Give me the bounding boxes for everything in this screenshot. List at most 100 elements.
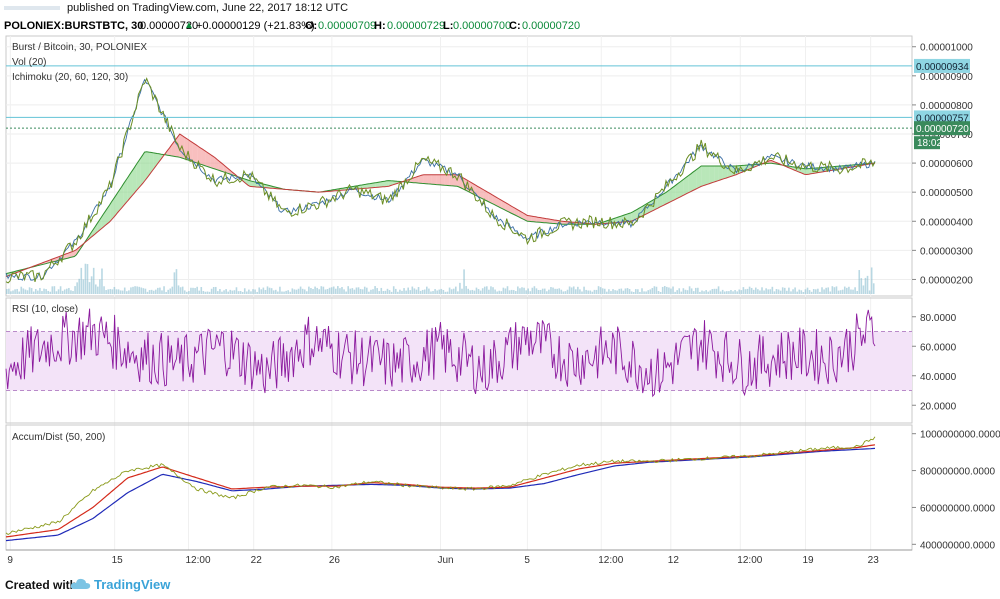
- ichimoku-cloud-segment: [375, 182, 380, 188]
- price-tick-label: 0.00001000: [920, 43, 973, 54]
- volume-bar: [777, 289, 780, 294]
- volume-bars: [6, 263, 875, 294]
- volume-bar: [18, 291, 21, 294]
- volume-bar: [866, 275, 869, 294]
- price-pane-border: [5, 35, 913, 297]
- volume-bar: [148, 290, 151, 294]
- volume-bar: [405, 290, 407, 294]
- volume-bar: [14, 289, 16, 294]
- volume-bar: [846, 287, 848, 294]
- price-level-lines: [6, 65, 912, 129]
- volume-bar: [293, 289, 296, 294]
- volume-bar: [115, 289, 118, 294]
- volume-bar: [531, 287, 534, 294]
- tradingview-brand[interactable]: TradingView: [94, 577, 171, 592]
- volume-bar: [320, 286, 323, 294]
- volume-bar: [119, 290, 122, 294]
- volume-bar: [562, 291, 565, 294]
- ichimoku-cloud-segment: [714, 166, 719, 182]
- countdown-text: 18:02: [917, 138, 942, 149]
- volume-bar: [248, 289, 250, 294]
- price-tag: [914, 110, 970, 125]
- volume-bar: [577, 286, 579, 294]
- rsi-line: [5, 308, 876, 398]
- volume-bar: [277, 291, 279, 294]
- volume-bar: [26, 290, 29, 294]
- volume-bar: [798, 289, 801, 294]
- rsi-tick-label: 60.0000: [920, 342, 957, 353]
- volume-bar: [186, 291, 188, 294]
- volume-bar: [831, 286, 834, 294]
- volume-bar: [370, 289, 372, 294]
- price-tick-label: 0.00000200: [920, 275, 973, 286]
- ichimoku-cloud-segment: [362, 184, 367, 189]
- volume-bar: [519, 288, 521, 294]
- volume-bar: [517, 286, 519, 294]
- ichimoku-cloud-segment: [249, 180, 254, 187]
- ichimoku-cloud-segment: [657, 194, 663, 209]
- volume-bar: [597, 286, 600, 294]
- footer: Created with TradingView: [0, 572, 1000, 599]
- volume-bar: [359, 288, 362, 294]
- volume-bar: [47, 290, 49, 294]
- volume-bar: [272, 290, 275, 294]
- ad-tick-label: 400000000.0000: [920, 540, 996, 551]
- volume-bar: [746, 288, 749, 294]
- volume-bar: [59, 286, 62, 294]
- volume-bar: [661, 286, 664, 294]
- volume-bar: [270, 288, 273, 294]
- volume-bar: [765, 288, 767, 294]
- ichimoku-cloud-segment: [392, 180, 398, 185]
- volume-bar: [39, 287, 41, 294]
- x-tick-label: 12:00: [737, 555, 762, 566]
- volume-bar: [68, 287, 70, 294]
- ichimoku-cloud-segment: [423, 174, 428, 184]
- ichimoku-cloud-segment: [488, 192, 493, 204]
- volume-bar: [587, 290, 590, 294]
- ad-series: [5, 436, 876, 542]
- volume-bar: [434, 289, 436, 294]
- volume-bar: [506, 286, 509, 294]
- volume-bar: [618, 288, 621, 294]
- volume-bar: [306, 291, 308, 294]
- volume-bar: [198, 290, 201, 294]
- volume-bar: [442, 290, 445, 294]
- volume-bar: [591, 291, 594, 294]
- ichimoku-cloud-segment: [675, 182, 680, 200]
- ichimoku-cloud-segment: [496, 197, 502, 209]
- volume-bar: [694, 287, 697, 294]
- volume-bar: [479, 290, 482, 294]
- volume-bar: [697, 287, 699, 294]
- volume-bar: [583, 286, 585, 294]
- volume-bar: [380, 287, 383, 294]
- volume-bar: [550, 287, 552, 294]
- ichimoku-cloud-segment: [227, 168, 232, 175]
- volume-bar: [852, 289, 854, 294]
- ichimoku-cloud-segment: [679, 179, 684, 198]
- x-tick-label: 15: [112, 555, 124, 566]
- volume-bar: [668, 287, 670, 294]
- volume-bar: [566, 289, 569, 294]
- volume-bar: [235, 287, 238, 294]
- volume-bar: [279, 286, 281, 294]
- volume-bar: [55, 291, 58, 294]
- volume-bar: [637, 289, 639, 294]
- volume-bar: [475, 287, 478, 294]
- x-tick-label: 19: [802, 555, 814, 566]
- volume-bar: [72, 290, 74, 294]
- volume-bar: [448, 287, 451, 294]
- volume-bar: [858, 270, 861, 294]
- rsi-band-fill: [6, 331, 912, 391]
- volume-bar: [260, 289, 263, 294]
- up-arrow-icon: ▲: [184, 20, 194, 31]
- x-tick-label: 9: [7, 555, 13, 566]
- volume-bar: [324, 289, 327, 294]
- volume-bar: [676, 290, 678, 294]
- volume-bar: [32, 291, 35, 294]
- ichimoku-cloud-segment: [709, 166, 715, 184]
- volume-bar: [334, 288, 337, 294]
- volume-bar: [767, 289, 770, 294]
- price-pane-title: Burst / Bitcoin, 30, POLONIEX: [12, 42, 147, 53]
- volume-bar: [446, 291, 449, 294]
- chart-area[interactable]: Burst / Bitcoin, 30, POLONIEX Vol (20) I…: [0, 30, 1000, 572]
